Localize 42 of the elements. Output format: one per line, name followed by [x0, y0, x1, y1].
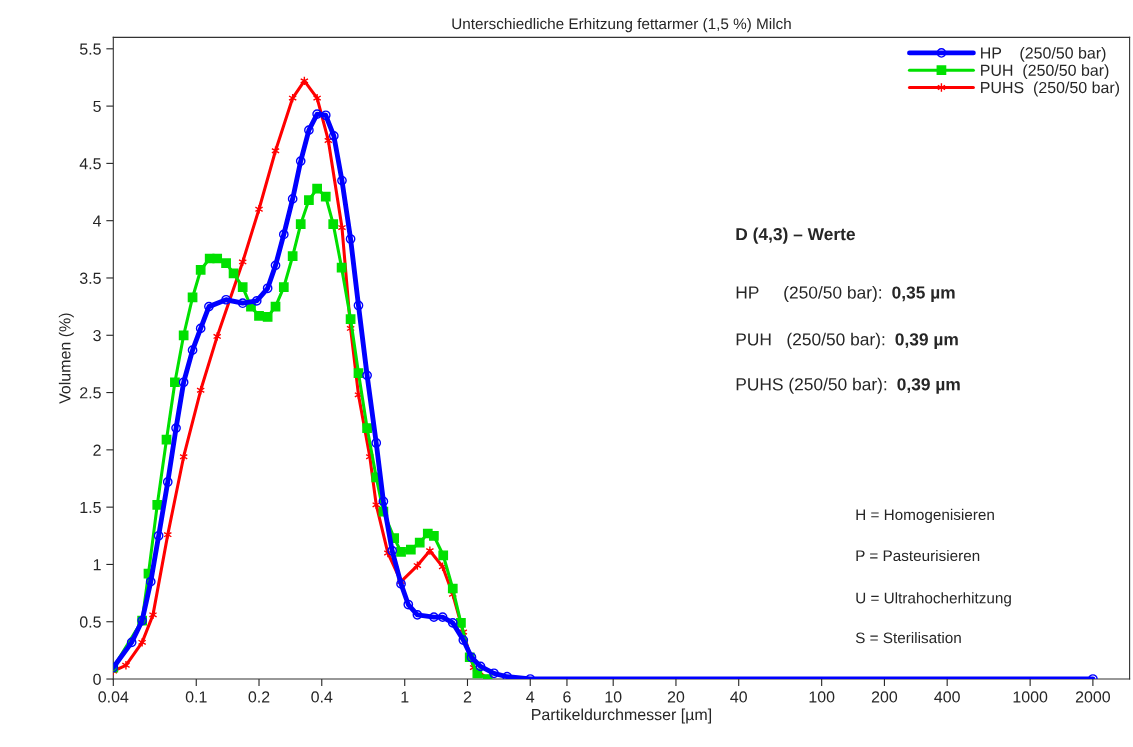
- y-tick-label: 5: [93, 100, 101, 113]
- legend-label: HP (250/50 bar): [981, 46, 1106, 62]
- legend-label: PUH (250/50 bar): [981, 64, 1109, 80]
- x-tick-label: 400: [934, 691, 960, 703]
- annotation: HP (250/50 bar): 0,35 µm: [736, 285, 955, 303]
- y-tick-label: 4: [92, 215, 102, 227]
- y-tick-label: 3.5: [79, 272, 101, 284]
- x-tick-label: 40: [730, 691, 747, 703]
- annotation: D (4,3) – Werte: [736, 227, 855, 244]
- annotation: S = Sterilisation: [855, 632, 961, 644]
- x-tick-label: 6: [563, 691, 571, 703]
- chart-title: Unterschiedliche Erhitzung fettarmer (1,5 %) Milch: [452, 17, 791, 33]
- legend-label: PUHS (250/50 bar): [981, 81, 1120, 97]
- y-tick-label: 3: [93, 329, 101, 342]
- y-tick-label: 1.5: [80, 501, 101, 514]
- x-tick-label: 1: [401, 691, 409, 703]
- x-tick-label: 0.4: [311, 691, 333, 703]
- x-tick-label: 2000: [1075, 691, 1111, 703]
- x-tick-label: 4: [526, 691, 535, 703]
- y-tick-label: 0.5: [79, 616, 101, 628]
- y-axis-title: Volumen (%): [58, 313, 74, 404]
- x-tick-label: 0.2: [248, 691, 270, 703]
- annotation: PUHS (250/50 bar): 0,39 µm: [736, 377, 960, 394]
- y-tick-label: 2: [93, 444, 101, 456]
- x-axis-title: Partikeldurchmesser [µm]: [532, 708, 712, 724]
- y-tick-label: 0: [93, 673, 101, 685]
- annotation: PUH (250/50 bar): 0,39 µm: [736, 332, 958, 349]
- x-tick-label: 0.1: [185, 691, 207, 703]
- y-tick-label: 5.5: [79, 43, 101, 55]
- x-tick-label: 0.04: [98, 691, 129, 703]
- y-tick-label: 1: [93, 559, 101, 571]
- x-tick-label: 20: [667, 691, 685, 703]
- y-tick-label: 2.5: [80, 387, 101, 399]
- x-tick-label: 200: [871, 691, 898, 703]
- annotation: P = Pasteurisieren: [856, 549, 980, 562]
- annotation: U = Ultrahocherhitzung: [856, 592, 1011, 607]
- y-tick-label: 4.5: [79, 158, 101, 170]
- x-tick-label: 2: [463, 691, 472, 703]
- x-tick-label: 1000: [1013, 691, 1048, 703]
- annotation: H = Homogenisieren: [856, 508, 994, 524]
- x-tick-label: 10: [605, 691, 622, 703]
- x-tick-label: 100: [809, 691, 835, 703]
